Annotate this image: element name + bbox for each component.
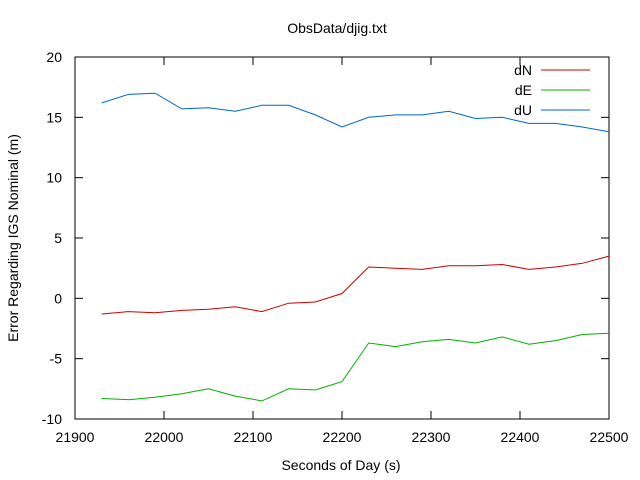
y-tick-label: 0	[54, 290, 62, 306]
y-tick-label: 20	[46, 49, 62, 65]
y-tick-label: 10	[46, 170, 62, 186]
x-tick-label: 22300	[412, 429, 451, 445]
y-axis-title: Error Regarding IGS Nominal (m)	[5, 134, 21, 342]
series-line-dU	[101, 92, 610, 133]
y-tick-label: -5	[50, 351, 63, 367]
chart-title: ObsData/djig.txt	[287, 20, 387, 36]
x-tick-label: 22500	[590, 429, 629, 445]
axis-ticks: 21900 22000 22100 22200 22300 22400 22500 -10 -5…	[42, 49, 629, 445]
x-tick-label: 22100	[234, 429, 273, 445]
series-lines	[101, 92, 610, 402]
y-tick-label: 15	[46, 109, 62, 125]
x-tick-label: 22200	[323, 429, 362, 445]
x-tick-label: 22400	[501, 429, 540, 445]
legend-label-dE: dE	[515, 82, 532, 98]
x-tick-label: 22000	[145, 429, 184, 445]
x-axis-title: Seconds of Day (s)	[281, 457, 400, 473]
y-tick-label: 5	[54, 230, 62, 246]
y-tick-label: -10	[42, 411, 62, 427]
series-line-dE	[101, 332, 610, 402]
x-tick-label: 21900	[56, 429, 95, 445]
series-line-dN	[101, 255, 610, 315]
legend-label-dU: dU	[514, 102, 532, 118]
legend: dN dE dU	[514, 62, 590, 118]
legend-label-dN: dN	[514, 62, 532, 78]
